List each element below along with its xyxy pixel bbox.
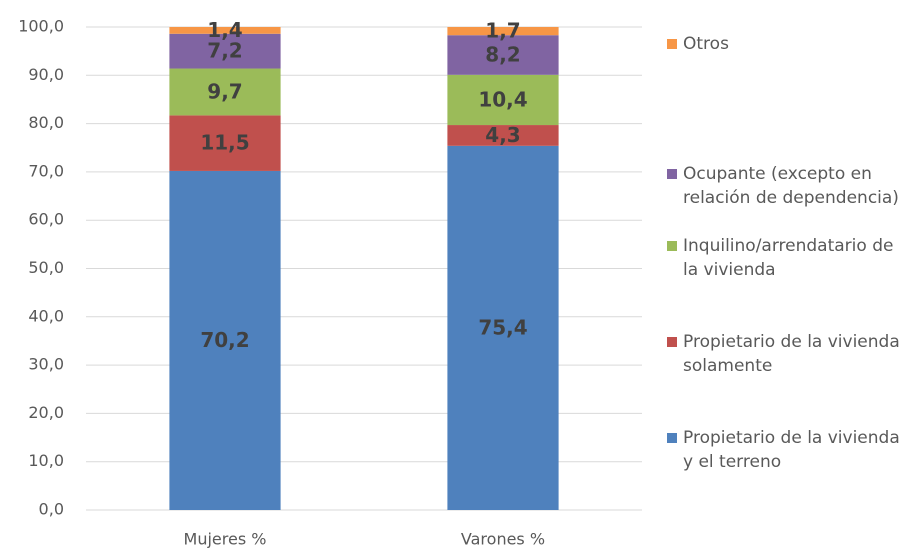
bar-segment bbox=[447, 125, 559, 146]
data-label: 10,4 bbox=[478, 87, 527, 111]
bar-segment bbox=[447, 27, 559, 36]
legend-entry: Propietario de la vivienda y el terreno bbox=[667, 426, 907, 474]
legend-label: Otros bbox=[683, 34, 729, 54]
y-tick-label: 0,0 bbox=[39, 500, 64, 519]
y-tick-label: 90,0 bbox=[28, 65, 64, 84]
x-tick-label: Mujeres % bbox=[184, 530, 267, 549]
legend-swatch bbox=[667, 337, 677, 347]
legend-entry: Inquilino/arrendatario de la vivienda bbox=[667, 234, 907, 282]
bar-segment bbox=[169, 27, 281, 34]
data-label: 4,3 bbox=[485, 123, 520, 147]
bar-segment bbox=[169, 33, 281, 69]
data-label: 9,7 bbox=[207, 79, 242, 103]
data-label: 70,2 bbox=[200, 328, 249, 352]
legend-swatch bbox=[667, 433, 677, 443]
legend-swatch bbox=[667, 241, 677, 251]
legend-label: Inquilino/arrendatario de la vivienda bbox=[683, 236, 894, 280]
legend-label: Propietario de la vivienda y el terreno bbox=[683, 428, 900, 472]
bar-segment bbox=[169, 115, 281, 171]
y-tick-label: 30,0 bbox=[28, 355, 64, 374]
legend-swatch bbox=[667, 39, 677, 49]
bar-segment bbox=[447, 35, 559, 75]
legend-label: Propietario de la vivienda solamente bbox=[683, 332, 900, 376]
legend-entry: Propietario de la vivienda solamente bbox=[667, 330, 907, 378]
data-label: 8,2 bbox=[485, 43, 520, 67]
data-label: 1,4 bbox=[207, 18, 242, 42]
bar-segment bbox=[447, 145, 559, 510]
legend-entry: Ocupante (excepto en relación de depende… bbox=[667, 162, 907, 210]
y-tick-label: 20,0 bbox=[28, 403, 64, 422]
bar-segment bbox=[447, 74, 559, 126]
bar-segment bbox=[169, 170, 281, 510]
y-tick-label: 40,0 bbox=[28, 306, 64, 325]
y-tick-label: 80,0 bbox=[28, 113, 64, 132]
data-label: 11,5 bbox=[200, 131, 249, 155]
y-tick-label: 100,0 bbox=[18, 17, 64, 36]
legend-entry: Otros bbox=[667, 32, 907, 56]
y-tick-label: 70,0 bbox=[28, 161, 64, 180]
data-label: 75,4 bbox=[478, 315, 527, 339]
data-label: 7,2 bbox=[207, 39, 242, 63]
bar-segment bbox=[169, 68, 281, 116]
y-tick-label: 10,0 bbox=[28, 451, 64, 470]
y-tick-label: 50,0 bbox=[28, 258, 64, 277]
legend-label: Ocupante (excepto en relación de depende… bbox=[683, 164, 899, 208]
legend-swatch bbox=[667, 169, 677, 179]
y-tick-label: 60,0 bbox=[28, 210, 64, 229]
data-label: 1,7 bbox=[485, 19, 520, 43]
x-tick-label: Varones % bbox=[461, 530, 545, 549]
